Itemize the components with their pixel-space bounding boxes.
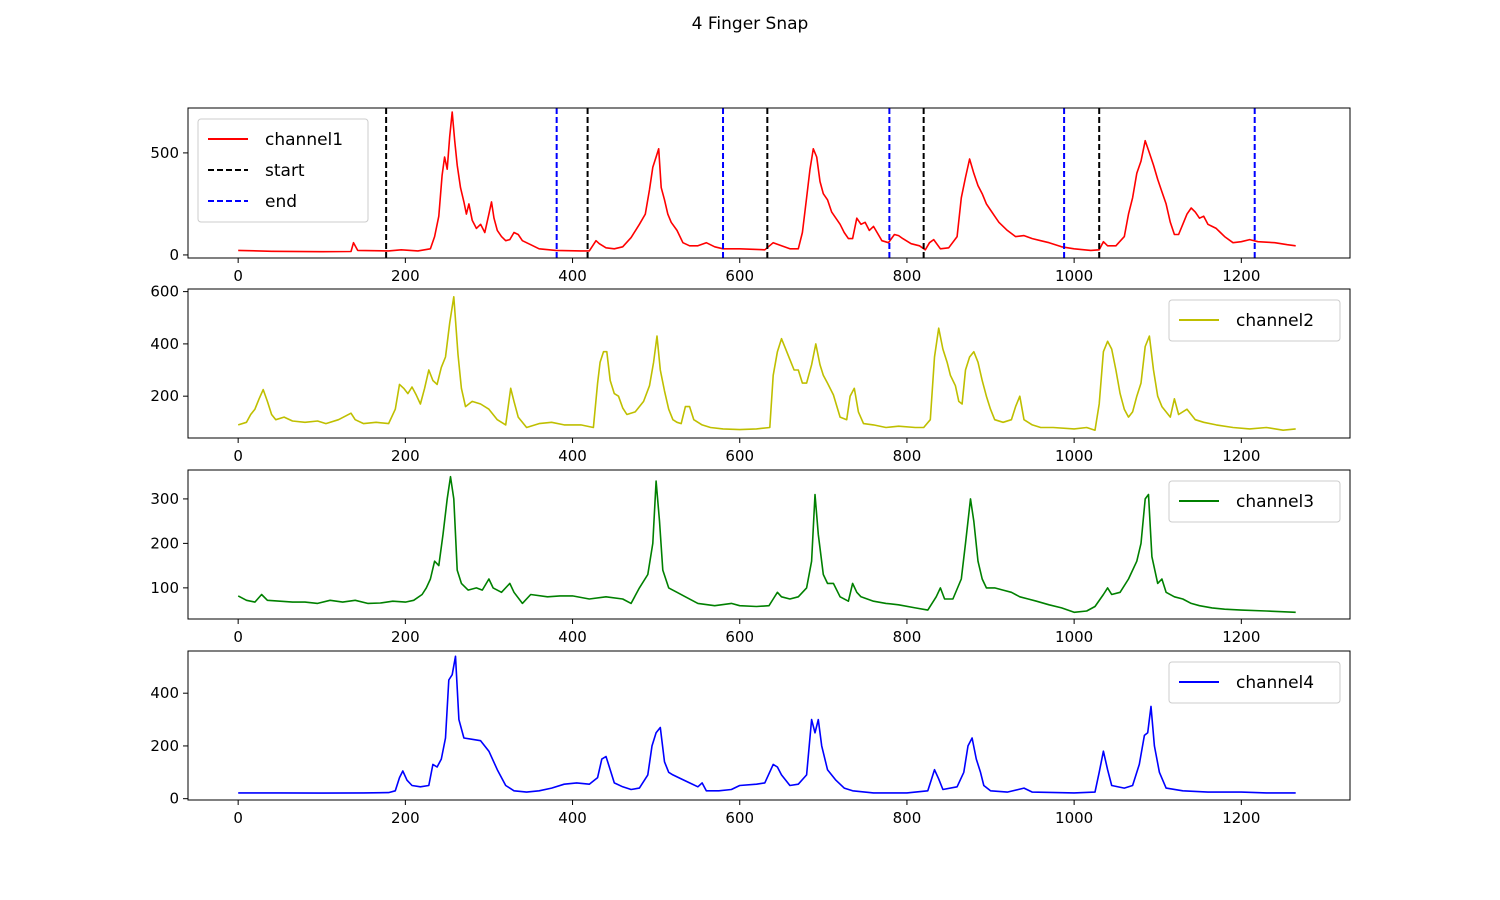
legend-box: [197, 118, 369, 223]
y-tick-label: 400: [150, 335, 179, 353]
figure-title: 4 Finger Snap: [691, 14, 809, 34]
x-tick-label: 600: [725, 267, 754, 285]
x-tick-label: 600: [725, 447, 754, 465]
x-tick-label: 1000: [1055, 447, 1093, 465]
x-tick-label: 800: [893, 809, 922, 827]
x-tick-label: 1000: [1055, 267, 1093, 285]
y-tick-label: 300: [150, 490, 179, 508]
x-tick-label: 800: [893, 267, 922, 285]
x-tick-label: 800: [893, 628, 922, 646]
y-tick-label: 200: [150, 534, 179, 552]
legend-label-start: start: [265, 161, 305, 181]
x-tick-label: 1200: [1222, 447, 1260, 465]
x-tick-label: 400: [558, 447, 587, 465]
x-tick-label: 400: [558, 809, 587, 827]
legend-label-channel3: channel3: [1236, 492, 1314, 512]
x-tick-label: 200: [391, 628, 420, 646]
series-line-channel3: [237, 475, 1296, 614]
series-line-channel2: [237, 296, 1296, 431]
x-tick-label: 800: [893, 447, 922, 465]
y-tick-label: 100: [150, 579, 179, 597]
x-tick-label: 1000: [1055, 809, 1093, 827]
y-tick-label: 200: [150, 737, 179, 755]
axes-frame: [187, 107, 1351, 259]
y-tick-label: 0: [169, 246, 179, 264]
axes-frame: [187, 469, 1351, 620]
y-tick-label: 200: [150, 387, 179, 405]
series-line-channel4: [238, 655, 1296, 794]
x-tick-label: 200: [391, 447, 420, 465]
series-line-channel1: [238, 111, 1296, 253]
y-tick-label: 0: [169, 790, 179, 808]
x-tick-label: 1200: [1222, 267, 1260, 285]
panel-channel3: 0 200 400 600 800 1000 1200 100 200 300 channel3: [150, 469, 1351, 646]
legend-label-end: end: [265, 192, 297, 212]
legend-box: [1168, 661, 1341, 704]
legend-label-channel1: channel1: [265, 130, 343, 150]
x-tick-label: 0: [233, 628, 243, 646]
x-tick-label: 1000: [1055, 628, 1093, 646]
y-tick-label: 600: [150, 283, 179, 301]
axes-frame: [187, 650, 1351, 801]
x-tick-label: 600: [725, 809, 754, 827]
legend-label-channel4: channel4: [1236, 673, 1314, 693]
legend-label-channel2: channel2: [1236, 311, 1314, 331]
axes-frame: [187, 288, 1351, 439]
x-tick-label: 400: [558, 267, 587, 285]
x-tick-label: 0: [233, 809, 243, 827]
legend-box: [1168, 480, 1341, 523]
panel-channel2: 0 200 400 600 800 1000 1200 200 400 600 channel2: [150, 283, 1351, 465]
x-tick-label: 1200: [1222, 628, 1260, 646]
x-tick-label: 200: [391, 809, 420, 827]
panel-channel4: 0 200 400 600 800 1000 1200 0 200 400 channel4: [150, 650, 1351, 827]
y-tick-label: 500: [150, 144, 179, 162]
x-tick-label: 400: [558, 628, 587, 646]
y-tick-label: 400: [150, 684, 179, 702]
x-tick-label: 1200: [1222, 809, 1260, 827]
x-tick-label: 0: [233, 447, 243, 465]
x-tick-label: 0: [233, 267, 243, 285]
legend-box: [1168, 299, 1341, 342]
x-tick-label: 200: [391, 267, 420, 285]
panel-channel1: 0 200 400 600 800 1000 1200 0 500 channel1 start en…: [150, 107, 1351, 285]
x-tick-label: 600: [725, 628, 754, 646]
